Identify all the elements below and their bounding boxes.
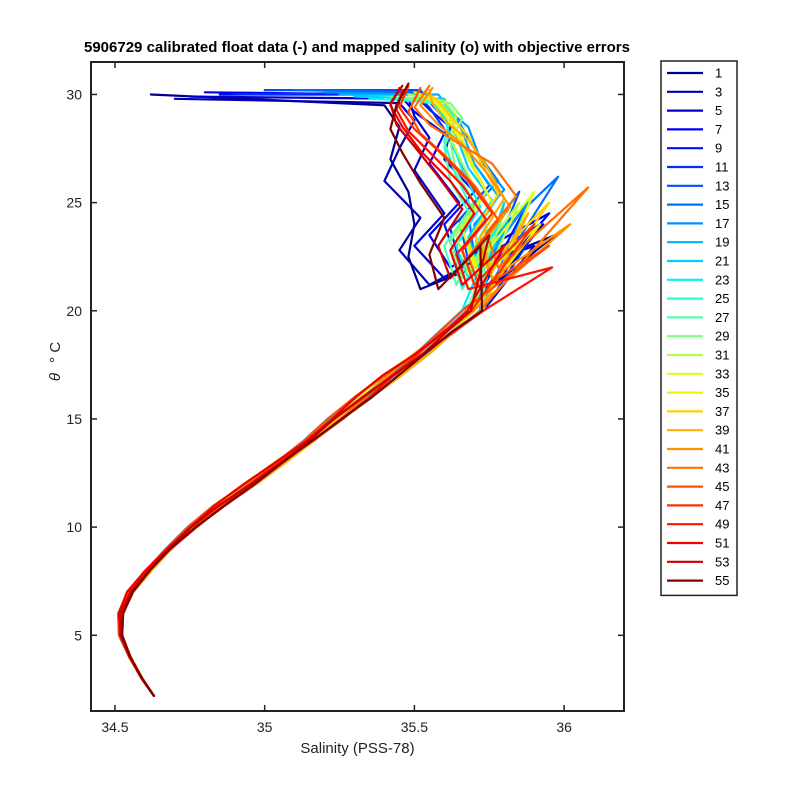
- profile-line-35: [119, 93, 542, 697]
- y-axis-label-unit: ° C: [47, 342, 64, 363]
- legend-label-35: 35: [715, 385, 729, 400]
- profile-line-23: [117, 97, 500, 697]
- legend-label-47: 47: [715, 498, 729, 513]
- legend-label-51: 51: [715, 536, 729, 551]
- profile-line-37: [119, 91, 551, 697]
- legend-label-41: 41: [715, 442, 729, 457]
- axis-ticks: 34.5 35 35.5 36 5 10 15 20 25 30: [66, 62, 624, 735]
- legend-label-55: 55: [715, 573, 729, 588]
- profile-line-55: [120, 82, 484, 697]
- profile-line-51: [117, 86, 506, 697]
- legend-label-21: 21: [715, 254, 729, 269]
- legend-label-49: 49: [715, 517, 729, 532]
- legend-label-39: 39: [715, 423, 729, 438]
- profile-line-11: [120, 91, 542, 697]
- legend-label-37: 37: [715, 404, 729, 419]
- legend-label-45: 45: [715, 479, 729, 494]
- x-axis-label: Salinity (PSS-78): [300, 740, 414, 757]
- profile-line-7: [117, 91, 551, 697]
- profile-line-27: [121, 95, 488, 697]
- legend-label-29: 29: [715, 329, 729, 344]
- profile-line-47: [119, 84, 536, 697]
- legend-label-7: 7: [715, 122, 722, 137]
- y-tick-label: 5: [74, 627, 82, 643]
- x-tick-label: 35: [257, 719, 273, 735]
- legend-label-15: 15: [715, 197, 729, 212]
- y-tick-label: 25: [66, 195, 82, 211]
- y-tick-label: 20: [66, 303, 82, 319]
- chart-title: 5906729 calibrated float data (-) and ma…: [84, 39, 630, 56]
- legend-label-43: 43: [715, 460, 729, 475]
- legend-label-19: 19: [715, 235, 729, 250]
- legend-label-33: 33: [715, 366, 729, 381]
- legend-label-5: 5: [715, 103, 722, 118]
- legend: 1357911131517192123252729313335373941434…: [660, 60, 738, 597]
- y-tick-label: 30: [66, 86, 82, 102]
- legend-label-25: 25: [715, 291, 729, 306]
- legend-label-17: 17: [715, 216, 729, 231]
- x-tick-label: 34.5: [101, 719, 128, 735]
- y-axis-label-symbol: θ: [47, 373, 64, 381]
- legend-label-1: 1: [715, 66, 722, 81]
- y-tick-label: 15: [66, 411, 82, 427]
- x-tick-label: 36: [556, 719, 572, 735]
- profile-line-43: [120, 84, 590, 697]
- axes-frame: [90, 61, 625, 712]
- legend-label-9: 9: [715, 141, 722, 156]
- legend-label-3: 3: [715, 84, 722, 99]
- x-tick-label: 35.5: [401, 719, 428, 735]
- profile-line-9: [119, 93, 530, 697]
- profile-line-25: [119, 97, 491, 697]
- legend-label-53: 53: [715, 554, 729, 569]
- y-tick-label: 10: [66, 519, 82, 535]
- legend-label-23: 23: [715, 272, 729, 287]
- legend-label-31: 31: [715, 348, 729, 363]
- legend-label-13: 13: [715, 178, 729, 193]
- legend-label-11: 11: [715, 160, 729, 175]
- profile-line-3: [119, 97, 545, 697]
- profile-line-53: [119, 84, 491, 697]
- y-axis-label: θ ° C: [47, 342, 64, 381]
- plot-area: [117, 82, 590, 697]
- legend-label-27: 27: [715, 310, 729, 325]
